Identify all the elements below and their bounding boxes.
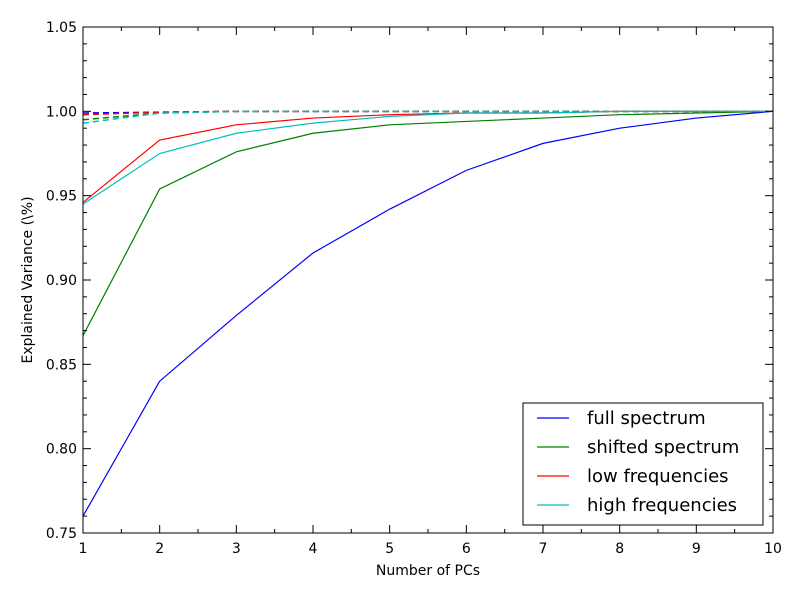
x-tick-label: 2 — [155, 541, 164, 557]
x-tick-label: 4 — [309, 541, 318, 557]
x-axis-label: Number of PCs — [376, 563, 480, 579]
legend-label: low frequencies — [587, 466, 729, 487]
x-tick-label: 5 — [385, 541, 394, 557]
y-tick-label: 0.80 — [46, 442, 77, 458]
x-tick-label: 3 — [232, 541, 241, 557]
y-axis-label: Explained Variance (\%) — [20, 196, 36, 363]
series-line-1 — [82, 110, 774, 336]
x-tick-label: 1 — [79, 541, 88, 557]
legend: full spectrum shifted spectrum low frequen… — [522, 402, 764, 526]
series-line-3 — [82, 110, 773, 205]
x-tick-label: 8 — [615, 541, 624, 557]
legend-label: full spectrum — [587, 408, 706, 429]
x-tick-label: 10 — [764, 541, 782, 557]
y-tick-label: 0.85 — [46, 357, 77, 373]
axis-ticks — [82, 26, 774, 534]
y-tick-label: 1.05 — [46, 20, 77, 36]
y-tick-label: 1.00 — [46, 104, 77, 120]
series-line-0 — [82, 110, 774, 517]
y-tick-label: 0.75 — [46, 526, 77, 542]
x-tick-label: 6 — [462, 541, 471, 557]
axis-tick-labels: 1 2 3 4 5 6 7 8 9 10 0.75 0.80 0.85 0.90 0.95 1.00 1.05 — [46, 20, 782, 557]
series-line-2 — [82, 110, 773, 203]
legend-label: high frequencies — [587, 495, 737, 516]
plot-lines — [82, 110, 774, 517]
y-tick-label: 0.95 — [46, 189, 77, 205]
x-tick-label: 9 — [692, 541, 701, 557]
legend-label: shifted spectrum — [587, 437, 739, 458]
y-tick-label: 0.90 — [46, 273, 77, 289]
x-tick-label: 7 — [539, 541, 548, 557]
